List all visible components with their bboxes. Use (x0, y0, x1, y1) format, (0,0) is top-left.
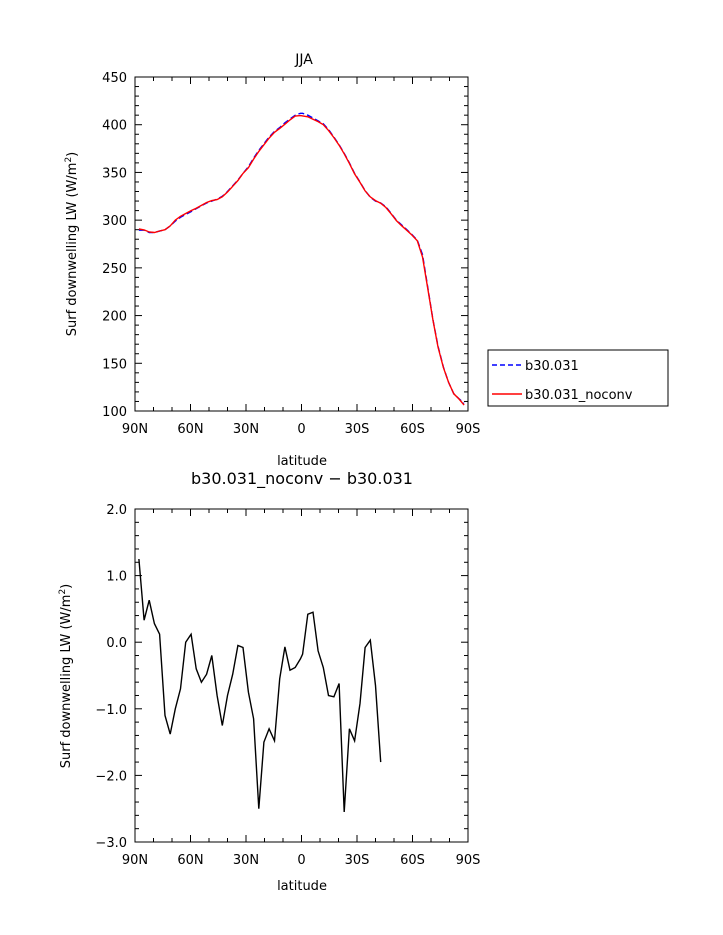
x-axis-label: latitude (277, 454, 327, 469)
series-line-b30-031-noconv (138, 114, 465, 406)
y-tick-label: 0.0 (106, 636, 127, 651)
x-tick-label: 0 (297, 422, 305, 437)
y-tick-label: 200 (102, 310, 127, 325)
y-tick-label: −3.0 (95, 836, 127, 851)
series-line-difference (138, 558, 382, 813)
x-tick-label: 90N (122, 853, 148, 868)
legend-box (487, 349, 669, 407)
y-tick-label: 450 (102, 71, 127, 86)
chart-title: JJA (294, 52, 313, 68)
legend-label-b30-031-noconv: b30.031_noconv (525, 388, 633, 403)
x-tick-label: 60S (400, 422, 425, 437)
x-tick-label: 90S (456, 853, 481, 868)
y-tick-label: −1.0 (95, 703, 127, 718)
y-axis: 100 150 200 250 300 350 400 450 (102, 71, 468, 420)
chart-panel-top: JJA 100 150 200 250 300 350 400 450 90N 60N 30N 0 3… (64, 52, 669, 469)
x-tick-label: 30S (345, 422, 370, 437)
plot-lines (138, 112, 465, 406)
y-tick-label: −2.0 (95, 769, 127, 784)
x-tick-label: 60N (177, 853, 203, 868)
legend-label-b30-031: b30.031 (525, 359, 579, 374)
plot-frame (134, 508, 469, 843)
chart-panel-bottom: b30.031_noconv − b30.031 −3.0 −2.0 −1.0 0.0… (58, 469, 480, 894)
y-tick-label: 150 (102, 357, 127, 372)
y-axis: −3.0 −2.0 −1.0 0.0 1.0 2.0 (95, 503, 468, 851)
y-tick-label: 250 (102, 262, 127, 277)
x-tick-label: 30S (345, 853, 370, 868)
chart-title: b30.031_noconv − b30.031 (191, 469, 413, 489)
plot-lines (138, 558, 382, 813)
x-axis: 90N 60N 30N 0 30S 60S 90S (122, 77, 481, 437)
x-axis: 90N 60N 30N 0 30S 60S 90S (122, 509, 481, 868)
series-line-b30-031 (138, 112, 465, 404)
x-tick-label: 0 (297, 853, 305, 868)
y-tick-label: 350 (102, 166, 127, 181)
x-tick-label: 30N (233, 422, 259, 437)
x-axis-label: latitude (277, 879, 327, 894)
y-tick-label: 100 (102, 405, 127, 420)
x-tick-label: 90N (122, 422, 148, 437)
y-tick-label: 2.0 (106, 503, 127, 518)
x-tick-label: 60N (177, 422, 203, 437)
y-tick-label: 400 (102, 119, 127, 134)
x-tick-label: 90S (456, 422, 481, 437)
x-tick-label: 30N (233, 853, 259, 868)
y-tick-label: 1.0 (106, 570, 127, 585)
legend: b30.031 b30.031_noconv (487, 349, 669, 407)
y-axis-label: Surf downwelling LW (W/m2) (58, 584, 74, 769)
y-axis-label: Surf downwelling LW (W/m2) (64, 152, 80, 337)
x-tick-label: 60S (400, 853, 425, 868)
y-tick-label: 300 (102, 214, 127, 229)
